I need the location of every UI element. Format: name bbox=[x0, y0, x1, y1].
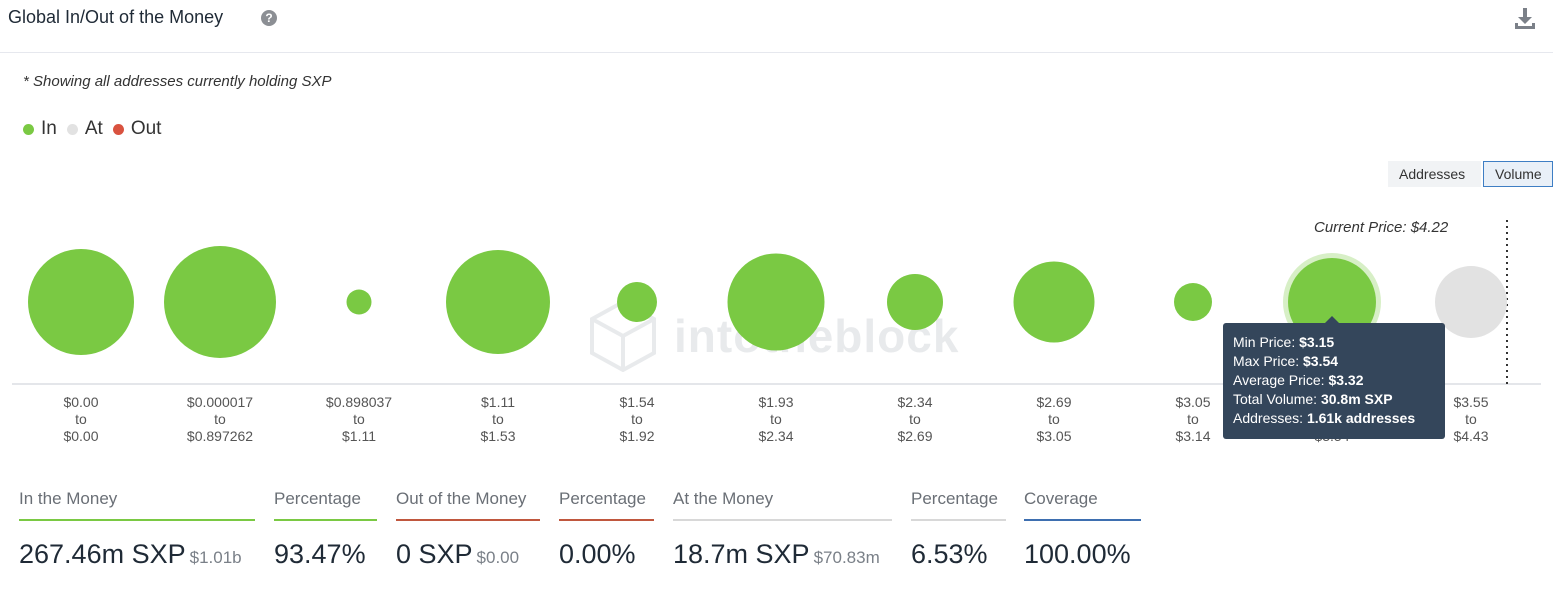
stat-percentage: Percentage 93.47% bbox=[274, 489, 377, 570]
x-tick-label: to bbox=[214, 411, 226, 427]
addresses-toggle-button[interactable]: Addresses bbox=[1388, 161, 1481, 187]
download-icon[interactable] bbox=[1514, 6, 1536, 30]
stat-main-value: 6.53% bbox=[911, 539, 988, 569]
stat-label: Out of the Money bbox=[396, 489, 540, 521]
x-tick-label: $3.05 bbox=[1036, 428, 1071, 444]
stat-value: 6.53% bbox=[911, 539, 1006, 570]
x-tick-label: to bbox=[1187, 411, 1199, 427]
x-tick-label: $2.69 bbox=[1036, 394, 1071, 410]
x-tick-label: $2.34 bbox=[897, 394, 932, 410]
bubble-10[interactable] bbox=[1435, 266, 1507, 338]
legend-dot-out bbox=[112, 123, 124, 135]
legend-item-at[interactable]: At bbox=[66, 118, 103, 140]
help-icon[interactable]: ? bbox=[261, 10, 277, 26]
legend-item-out[interactable]: Out bbox=[112, 118, 162, 140]
x-tick-label: $0.00 bbox=[63, 428, 98, 444]
legend-label-out: Out bbox=[130, 118, 162, 139]
bubble-8[interactable] bbox=[1174, 283, 1212, 321]
x-tick-label: to bbox=[1048, 411, 1060, 427]
watermark-logo-icon bbox=[590, 300, 656, 372]
page-title: Global In/Out of the Money bbox=[8, 7, 224, 27]
stat-value: 0 SXP $0.00 bbox=[396, 539, 540, 570]
legend-item-in[interactable]: In bbox=[23, 118, 57, 140]
x-tick-label: $1.11 bbox=[342, 428, 376, 444]
stat-main-value: 0 SXP bbox=[396, 539, 473, 569]
bubble-0[interactable] bbox=[28, 249, 134, 355]
stat-label: Coverage bbox=[1024, 489, 1141, 521]
legend-label-in: In bbox=[41, 118, 57, 139]
bubble-1[interactable] bbox=[164, 246, 276, 358]
stat-usd-value: $0.00 bbox=[476, 548, 520, 567]
legend-dot-at bbox=[66, 123, 78, 135]
stat-coverage: Coverage 100.00% bbox=[1024, 489, 1141, 570]
holding-note: * Showing all addresses currently holdin… bbox=[23, 73, 332, 90]
legend-dot-in bbox=[23, 123, 34, 135]
bubble-5[interactable] bbox=[727, 253, 825, 351]
x-tick-label: $0.898037 bbox=[326, 394, 392, 410]
x-tick-label: to bbox=[492, 411, 504, 427]
stat-usd-value: $1.01b bbox=[189, 548, 242, 567]
x-tick-label: $1.53 bbox=[480, 428, 515, 444]
bubble-7[interactable] bbox=[1013, 261, 1095, 343]
stat-percentage: Percentage 6.53% bbox=[911, 489, 1006, 570]
x-tick-label: $2.69 bbox=[897, 428, 932, 444]
stat-label: Percentage bbox=[274, 489, 377, 521]
x-tick-label: to bbox=[1465, 411, 1477, 427]
x-tick-label: $3.05 bbox=[1175, 394, 1210, 410]
x-tick-label: $1.93 bbox=[758, 394, 793, 410]
tooltip-total-volume: Total Volume: 30.8m SXP bbox=[1233, 391, 1393, 407]
x-tick-label: $0.897262 bbox=[187, 428, 253, 444]
x-tick-label: $0.000017 bbox=[187, 394, 253, 410]
stat-main-value: 100.00% bbox=[1024, 539, 1131, 569]
tooltip-max-price: Max Price: $3.54 bbox=[1233, 353, 1339, 369]
x-tick-label: to bbox=[353, 411, 365, 427]
current-price-label: Current Price: $4.22 bbox=[1314, 219, 1449, 236]
bubble-4[interactable] bbox=[617, 282, 657, 322]
stat-at-the-money: At the Money 18.7m SXP $70.83m bbox=[673, 489, 892, 570]
stat-main-value: 0.00% bbox=[559, 539, 636, 569]
stat-main-value: 18.7m SXP bbox=[673, 539, 810, 569]
stat-label: At the Money bbox=[673, 489, 892, 521]
bubble-2[interactable] bbox=[346, 289, 372, 315]
x-tick-label: to bbox=[631, 411, 643, 427]
tooltip-min-price: Min Price: $3.15 bbox=[1233, 334, 1335, 350]
bubble-6[interactable] bbox=[887, 274, 943, 330]
x-tick-label: $1.54 bbox=[619, 394, 654, 410]
stat-main-value: 267.46m SXP bbox=[19, 539, 186, 569]
stat-percentage: Percentage 0.00% bbox=[559, 489, 654, 570]
stat-value: 18.7m SXP $70.83m bbox=[673, 539, 892, 570]
x-tick-label: $1.92 bbox=[619, 428, 654, 444]
stat-label: In the Money bbox=[19, 489, 255, 521]
stat-usd-value: $70.83m bbox=[813, 548, 880, 567]
tooltip-addresses: Addresses: 1.61k addresses bbox=[1233, 410, 1416, 426]
x-tick-label: $0.00 bbox=[63, 394, 98, 410]
stat-main-value: 93.47% bbox=[274, 539, 366, 569]
tooltip-average-price: Average Price: $3.32 bbox=[1233, 372, 1364, 388]
stat-value: 267.46m SXP $1.01b bbox=[19, 539, 255, 570]
stat-value: 100.00% bbox=[1024, 539, 1141, 570]
x-tick-label: to bbox=[75, 411, 87, 427]
stat-value: 0.00% bbox=[559, 539, 654, 570]
bubble-tooltip: Min Price: $3.15 Max Price: $3.54 Averag… bbox=[1223, 316, 1445, 439]
x-tick-label: $3.55 bbox=[1453, 394, 1488, 410]
x-tick-label: $4.43 bbox=[1453, 428, 1488, 444]
stat-in-the-money: In the Money 267.46m SXP $1.01b bbox=[19, 489, 255, 570]
stat-value: 93.47% bbox=[274, 539, 377, 570]
x-tick-label: $3.14 bbox=[1175, 428, 1210, 444]
x-tick-label: $1.11 bbox=[481, 394, 515, 410]
x-tick-label: to bbox=[770, 411, 782, 427]
bubble-3[interactable] bbox=[446, 250, 550, 354]
chart-header: Global In/Out of the Money ? bbox=[0, 0, 1553, 53]
legend-label-at: At bbox=[84, 118, 103, 139]
volume-toggle-button[interactable]: Volume bbox=[1483, 161, 1553, 187]
stat-label: Percentage bbox=[911, 489, 1006, 521]
x-tick-label: to bbox=[909, 411, 921, 427]
stat-label: Percentage bbox=[559, 489, 654, 521]
x-tick-label: $2.34 bbox=[758, 428, 793, 444]
stat-out-of-the-money: Out of the Money 0 SXP $0.00 bbox=[396, 489, 540, 570]
legend: In At Out bbox=[23, 118, 171, 140]
